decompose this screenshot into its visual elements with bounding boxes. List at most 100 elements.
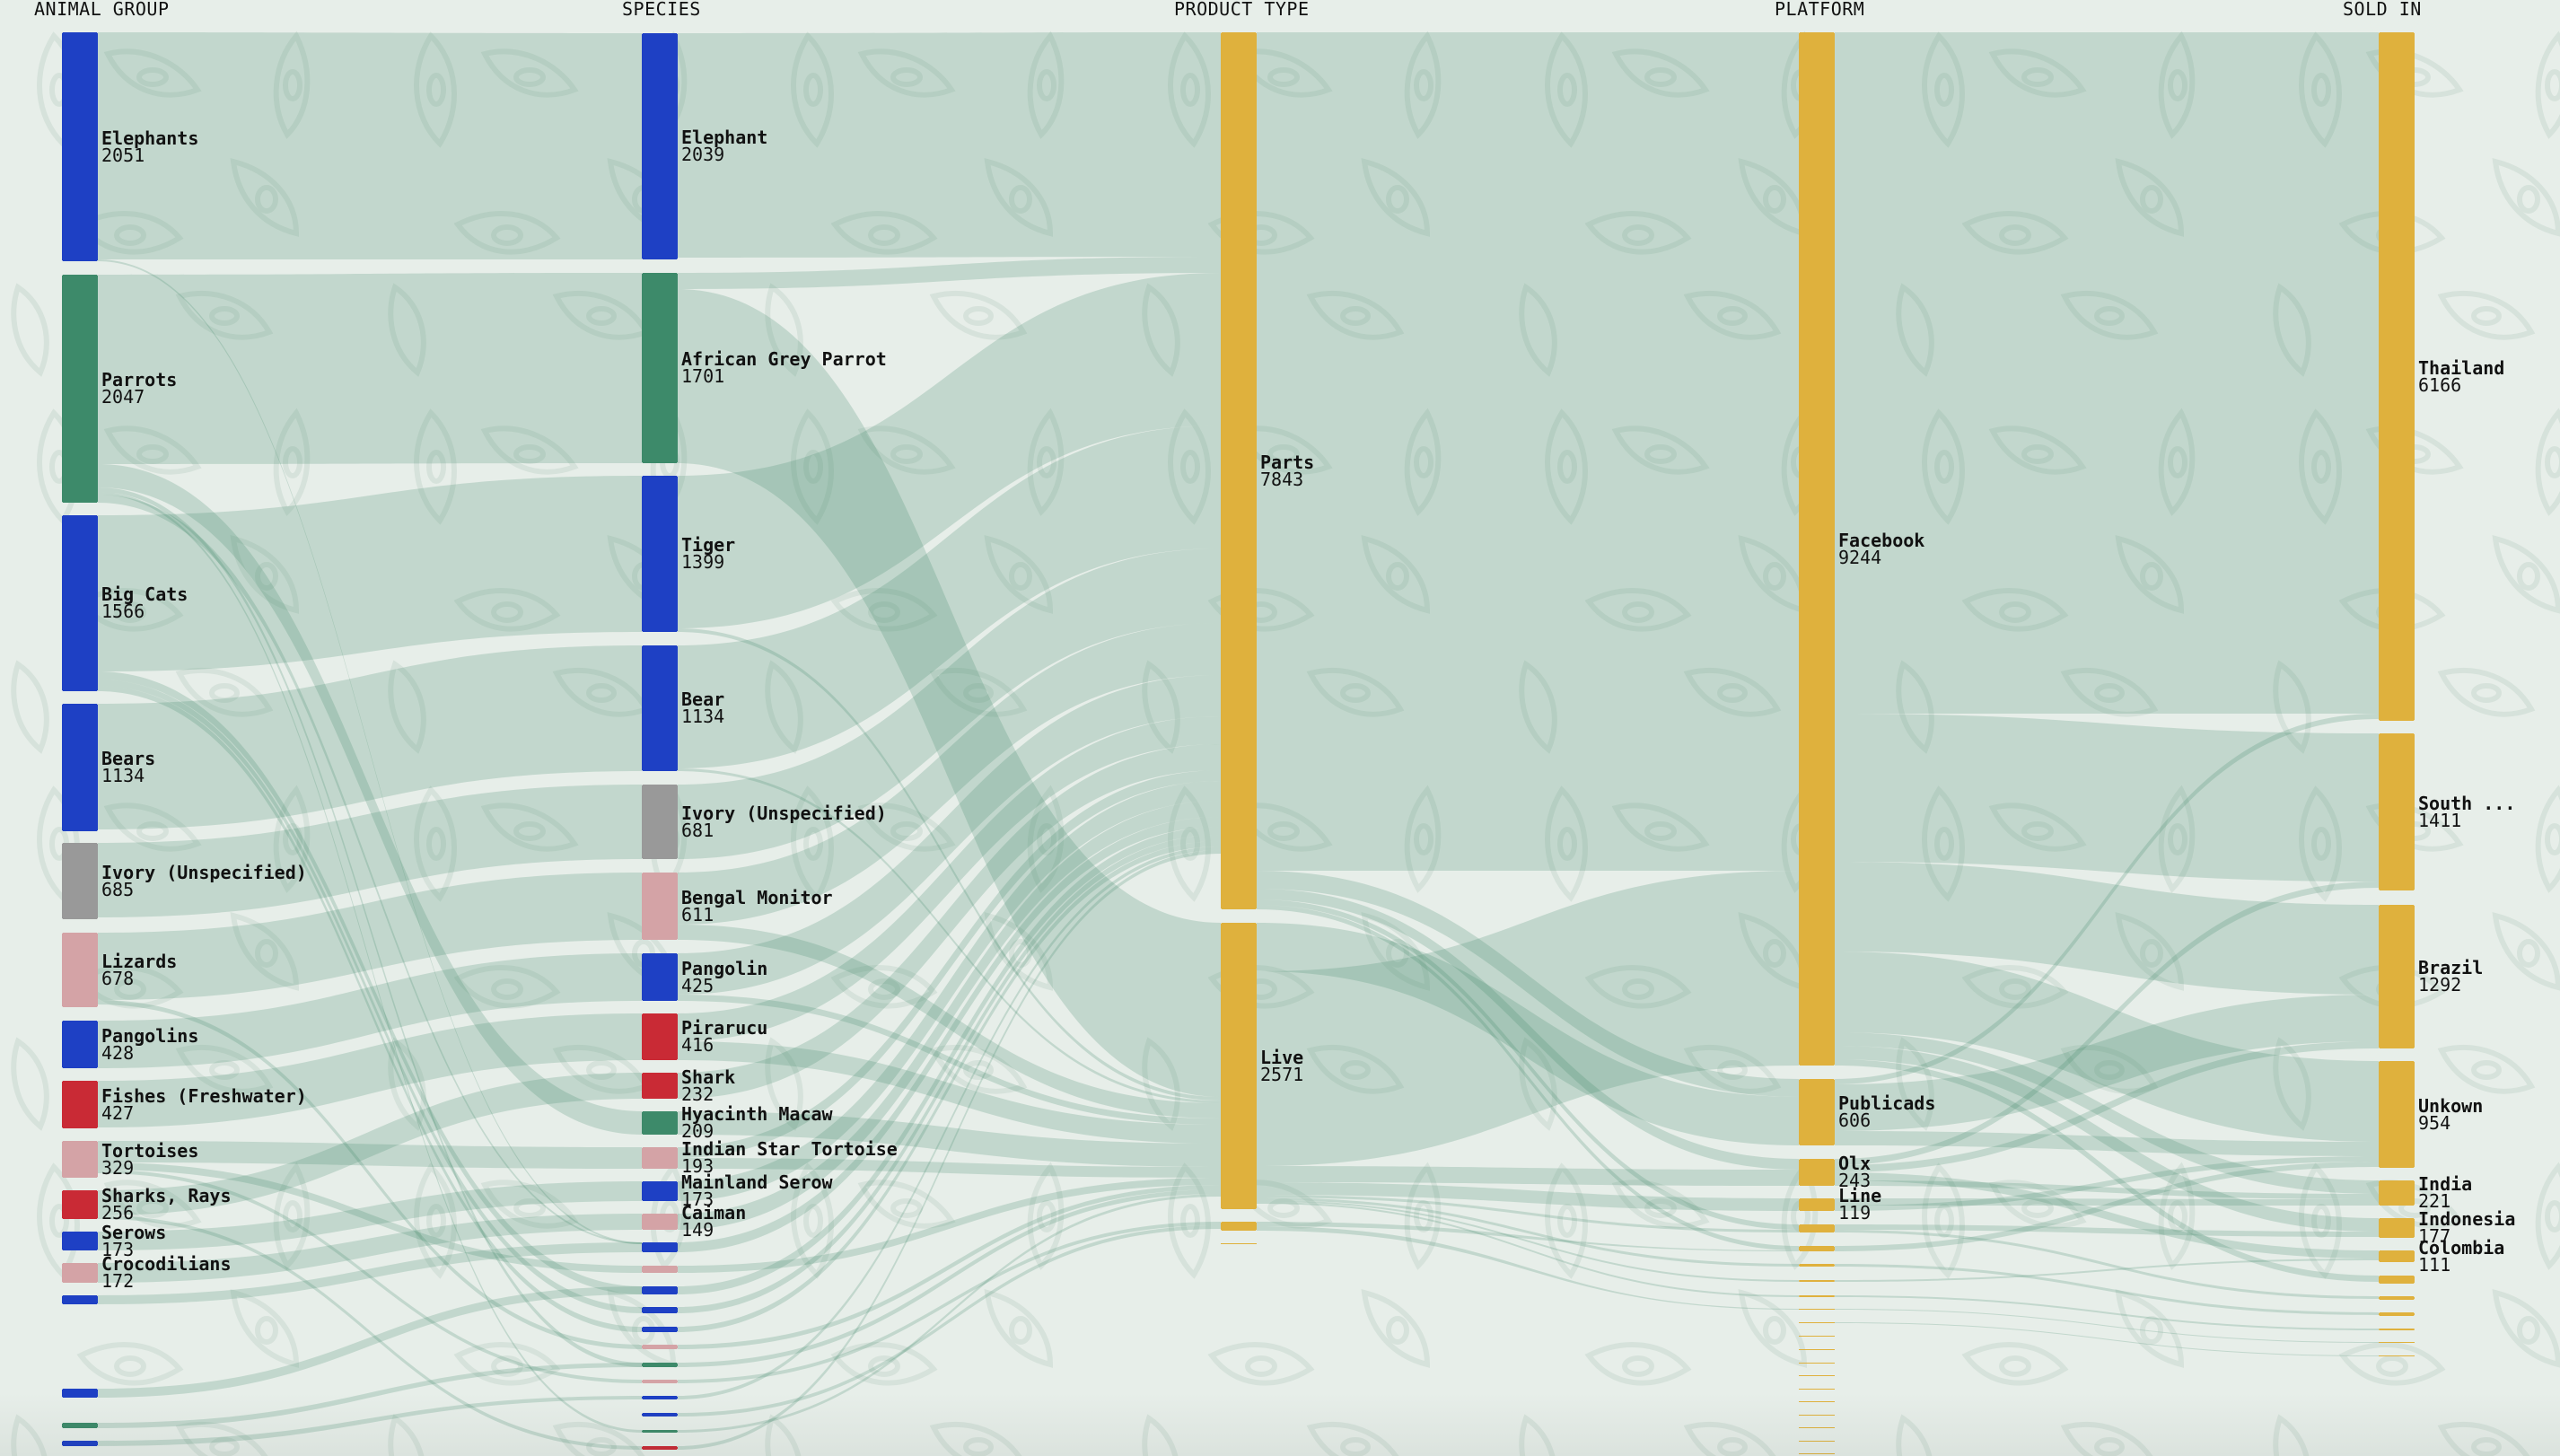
sankey-link[interactable] bbox=[678, 835, 1221, 1313]
sankey-link[interactable] bbox=[678, 1194, 1221, 1433]
sankey-link[interactable] bbox=[1835, 952, 2379, 1142]
sankey-link[interactable] bbox=[1835, 1264, 2379, 1315]
sankey-link[interactable] bbox=[1835, 1059, 2379, 1282]
sankey-link[interactable] bbox=[1257, 1226, 1799, 1310]
sankey-link[interactable] bbox=[98, 487, 642, 1367]
sankey-link[interactable] bbox=[1257, 1202, 1799, 1297]
sankey-link[interactable] bbox=[1835, 1180, 2379, 1199]
sankey-link[interactable] bbox=[678, 1185, 1221, 1349]
node-unlabeled[interactable] bbox=[642, 1430, 678, 1433]
sankey-link[interactable] bbox=[678, 1111, 1221, 1167]
node-unlabeled[interactable] bbox=[642, 1242, 678, 1252]
sankey-link[interactable] bbox=[98, 671, 642, 1294]
sankey-link[interactable] bbox=[1835, 1322, 2379, 1356]
sankey-link[interactable] bbox=[678, 623, 1221, 925]
sankey-link[interactable] bbox=[1835, 32, 2379, 714]
node-shark[interactable] bbox=[642, 1073, 678, 1099]
node-unlabeled[interactable] bbox=[1799, 1295, 1835, 1297]
node-unlabeled[interactable] bbox=[1799, 1322, 1835, 1323]
sankey-link[interactable] bbox=[1257, 32, 1799, 871]
sankey-link[interactable] bbox=[98, 495, 642, 1244]
sankey-link[interactable] bbox=[98, 492, 642, 1433]
node-pirarucu[interactable] bbox=[642, 1013, 678, 1060]
node-unlabeled[interactable] bbox=[1799, 1363, 1835, 1364]
sankey-link[interactable] bbox=[98, 1141, 642, 1169]
sankey-link[interactable] bbox=[98, 1000, 642, 1349]
node-unlabeled[interactable] bbox=[1799, 1264, 1835, 1267]
sankey-link[interactable] bbox=[98, 464, 642, 1135]
node-unlabeled[interactable] bbox=[2379, 1276, 2415, 1284]
sankey-link[interactable] bbox=[678, 801, 1221, 1230]
node-unlabeled[interactable] bbox=[2379, 1355, 2415, 1356]
sankey-link[interactable] bbox=[1257, 923, 1799, 1145]
sankey-link[interactable] bbox=[678, 768, 1221, 1103]
sankey-link[interactable] bbox=[98, 680, 642, 1313]
sankey-link[interactable] bbox=[1257, 871, 1799, 1097]
sankey-link[interactable] bbox=[1835, 1224, 2379, 1237]
node-pangolin[interactable] bbox=[642, 953, 678, 1001]
node-tortoises[interactable] bbox=[62, 1141, 98, 1178]
sankey-link[interactable] bbox=[1835, 1131, 2379, 1156]
node-tiger[interactable] bbox=[642, 476, 678, 632]
sankey-link[interactable] bbox=[678, 817, 1221, 1252]
sankey-link[interactable] bbox=[98, 1363, 642, 1428]
sankey-link[interactable] bbox=[678, 995, 1221, 1125]
sankey-link[interactable] bbox=[678, 1041, 1221, 1144]
node-publicads[interactable] bbox=[1799, 1079, 1835, 1145]
node-serows[interactable] bbox=[62, 1232, 98, 1250]
sankey-link[interactable] bbox=[98, 1214, 642, 1283]
sankey-link[interactable] bbox=[1257, 1222, 1799, 1251]
node-bengal-monitor[interactable] bbox=[642, 873, 678, 940]
sankey-link[interactable] bbox=[678, 548, 1221, 859]
sankey-link[interactable] bbox=[1257, 1182, 1799, 1211]
node-unlabeled[interactable] bbox=[2379, 1312, 2415, 1316]
sankey-link[interactable] bbox=[98, 1162, 642, 1273]
node-ivory-unspecified[interactable] bbox=[642, 785, 678, 859]
node-ivory-unspecified[interactable] bbox=[62, 843, 98, 919]
sankey-link[interactable] bbox=[1257, 889, 1799, 1170]
node-unlabeled[interactable] bbox=[1799, 1441, 1835, 1442]
sankey-link[interactable] bbox=[1257, 871, 1799, 1166]
node-parts[interactable] bbox=[1221, 32, 1257, 909]
node-colombia[interactable] bbox=[2379, 1250, 2415, 1262]
node-elephant[interactable] bbox=[642, 33, 678, 259]
node-unlabeled[interactable] bbox=[642, 1345, 678, 1349]
sankey-link[interactable] bbox=[98, 476, 642, 671]
sankey-link[interactable] bbox=[1835, 1156, 2379, 1211]
sankey-link[interactable] bbox=[98, 1181, 642, 1250]
sankey-link[interactable] bbox=[678, 925, 1221, 1118]
sankey-link[interactable] bbox=[98, 273, 642, 464]
sankey-link[interactable] bbox=[678, 273, 1221, 628]
sankey-link[interactable] bbox=[678, 32, 1221, 258]
node-unlabeled[interactable] bbox=[62, 1441, 98, 1446]
sankey-link[interactable] bbox=[678, 628, 1221, 1101]
node-unlabeled[interactable] bbox=[1799, 1401, 1835, 1402]
node-live[interactable] bbox=[1221, 923, 1257, 1209]
sankey-link[interactable] bbox=[98, 1170, 642, 1383]
node-unlabeled[interactable] bbox=[642, 1266, 678, 1273]
sankey-link[interactable] bbox=[1835, 862, 2379, 995]
node-bears[interactable] bbox=[62, 704, 98, 831]
node-unlabeled[interactable] bbox=[2379, 1329, 2415, 1330]
sankey-link[interactable] bbox=[678, 1178, 1221, 1273]
sankey-link[interactable] bbox=[1835, 1309, 2379, 1343]
sankey-link[interactable] bbox=[98, 1396, 642, 1446]
node-caiman[interactable] bbox=[642, 1214, 678, 1230]
sankey-link[interactable] bbox=[1835, 1046, 2379, 1232]
node-unkown[interactable] bbox=[2379, 1061, 2415, 1168]
node-indonesia[interactable] bbox=[2379, 1218, 2415, 1238]
node-india[interactable] bbox=[2379, 1180, 2415, 1206]
sankey-link[interactable] bbox=[1835, 881, 2379, 1165]
node-thailand[interactable] bbox=[2379, 32, 2415, 721]
node-unlabeled[interactable] bbox=[1799, 1389, 1835, 1390]
sankey-link[interactable] bbox=[98, 259, 642, 1244]
node-crocodilians[interactable] bbox=[62, 1263, 98, 1283]
node-unlabeled[interactable] bbox=[642, 1363, 678, 1367]
node-elephants[interactable] bbox=[62, 32, 98, 261]
node-unlabeled[interactable] bbox=[642, 1396, 678, 1399]
node-facebook[interactable] bbox=[1799, 32, 1835, 1066]
sankey-link[interactable] bbox=[98, 785, 642, 917]
node-unlabeled[interactable] bbox=[642, 1380, 678, 1383]
node-big-cats[interactable] bbox=[62, 515, 98, 691]
sankey-link[interactable] bbox=[98, 645, 642, 829]
